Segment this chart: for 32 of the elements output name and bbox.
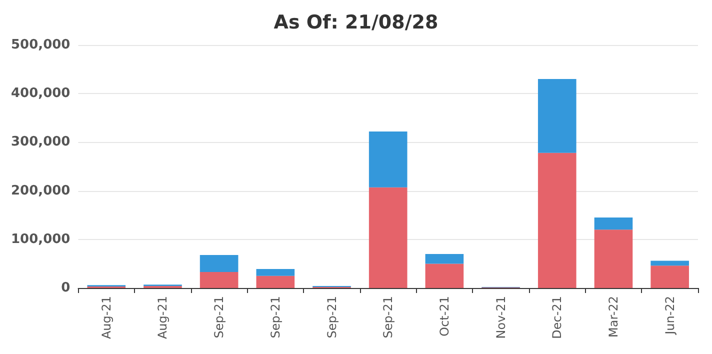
bar	[425, 254, 464, 264]
y-tick-label: 200,000	[10, 183, 70, 198]
bar	[368, 132, 408, 188]
y-tick-label: 500,000	[10, 38, 70, 52]
bar	[650, 260, 689, 266]
x-tick-label: Nov-21	[494, 296, 508, 339]
bar	[256, 269, 295, 276]
y-tick-label: 0	[61, 280, 70, 296]
bar	[200, 272, 238, 288]
bar	[425, 264, 464, 288]
chart-title: As Of: 21/08/28	[274, 12, 438, 34]
x-tick-label: Sep-21	[268, 296, 282, 338]
bar	[256, 276, 295, 288]
bar	[538, 152, 576, 288]
x-tick-label: Sep-21	[381, 296, 396, 338]
bar	[650, 266, 689, 288]
x-tick-label: Aug-21	[156, 296, 170, 340]
x-tick-label: Sep-21	[324, 296, 339, 338]
x-tick-label: Jun-22	[662, 296, 677, 336]
y-tick-label: 400,000	[10, 86, 70, 102]
y-tick-label: 100,000	[10, 232, 70, 247]
bar	[200, 254, 238, 272]
bar	[594, 230, 633, 288]
bar	[594, 218, 633, 230]
x-tick-label: Aug-21	[99, 296, 114, 340]
x-tick-label: Dec-21	[550, 296, 564, 339]
x-tick-label: Mar-22	[606, 296, 620, 338]
bar	[538, 79, 576, 153]
bar	[368, 187, 408, 288]
y-tick-label: 300,000	[10, 134, 70, 150]
x-tick-label: Oct-21	[437, 296, 452, 336]
x-tick-label: Sep-21	[212, 296, 226, 338]
